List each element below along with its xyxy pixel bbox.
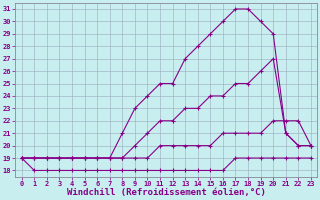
X-axis label: Windchill (Refroidissement éolien,°C): Windchill (Refroidissement éolien,°C) bbox=[67, 188, 266, 197]
